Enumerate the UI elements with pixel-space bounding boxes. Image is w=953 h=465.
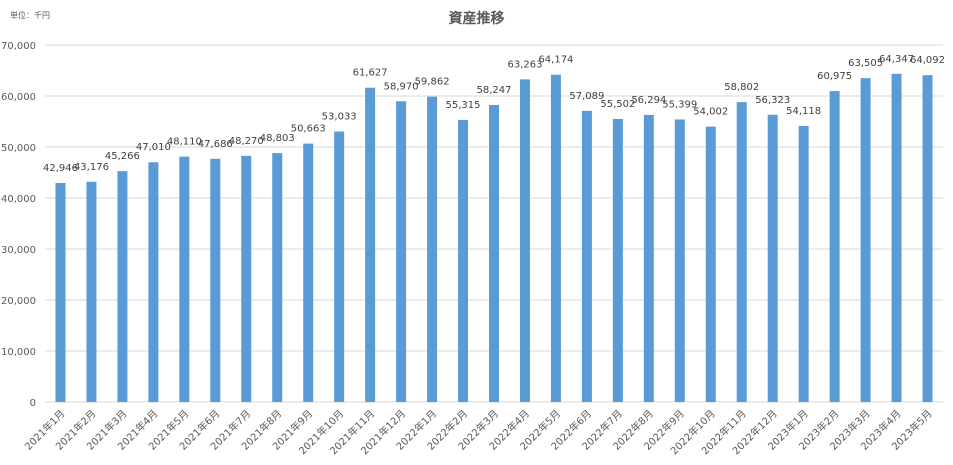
bar bbox=[550, 74, 561, 403]
bar bbox=[117, 171, 128, 402]
data-label: 56,323 bbox=[755, 95, 790, 106]
data-label: 48,803 bbox=[260, 133, 295, 144]
data-label: 53,033 bbox=[322, 112, 357, 123]
bar bbox=[210, 158, 221, 402]
bar bbox=[612, 118, 623, 403]
bar bbox=[643, 114, 654, 402]
bar bbox=[674, 119, 685, 403]
data-label: 47,686 bbox=[198, 139, 233, 150]
data-label: 54,118 bbox=[786, 106, 821, 117]
y-tick-label: 50,000 bbox=[1, 143, 36, 154]
bar bbox=[427, 96, 438, 402]
y-tick-label: 20,000 bbox=[1, 296, 36, 307]
data-label: 64,092 bbox=[910, 55, 945, 66]
data-label: 56,294 bbox=[631, 95, 666, 106]
y-tick-label: 60,000 bbox=[1, 92, 36, 103]
y-axis: 0 10,000 20,000 30,000 40,000 50,000 60,000 70,… bbox=[1, 41, 36, 409]
y-tick-label: 10,000 bbox=[1, 347, 36, 358]
data-label: 63,505 bbox=[848, 58, 883, 69]
data-labels: 42,94643,17645,26647,01048,11047,68648,2… bbox=[43, 54, 945, 174]
bar bbox=[922, 75, 933, 402]
bar bbox=[303, 143, 314, 402]
data-label: 43,176 bbox=[74, 162, 109, 173]
data-label: 42,946 bbox=[43, 163, 78, 174]
data-label: 55,502 bbox=[600, 99, 635, 110]
bar bbox=[891, 73, 902, 403]
data-label: 64,174 bbox=[538, 55, 573, 66]
bar bbox=[705, 126, 716, 403]
bar bbox=[55, 182, 66, 402]
bar bbox=[396, 101, 407, 403]
data-label: 54,002 bbox=[693, 107, 728, 118]
bar bbox=[489, 104, 499, 402]
bar bbox=[860, 78, 871, 402]
bar bbox=[334, 131, 345, 403]
data-label: 63,263 bbox=[507, 59, 542, 70]
chart-title: 資産推移 bbox=[448, 11, 505, 27]
bar bbox=[798, 125, 809, 402]
data-label: 58,247 bbox=[477, 85, 512, 96]
bar bbox=[767, 114, 778, 403]
bar bbox=[829, 91, 840, 402]
bar bbox=[179, 156, 190, 402]
y-tick-label: 70,000 bbox=[1, 41, 36, 52]
y-tick-label: 0 bbox=[30, 398, 36, 409]
data-label: 57,089 bbox=[569, 91, 604, 102]
data-label: 50,663 bbox=[291, 124, 326, 135]
bar bbox=[86, 181, 97, 402]
bar bbox=[241, 155, 252, 402]
bars bbox=[55, 73, 933, 403]
y-tick-label: 30,000 bbox=[1, 245, 36, 256]
data-label: 58,802 bbox=[724, 82, 759, 93]
data-label: 48,110 bbox=[167, 137, 202, 148]
bar bbox=[148, 162, 159, 402]
bar bbox=[458, 119, 469, 403]
x-axis: 2021年1月2021年2月2021年3月2021年4月2021年5月2021年… bbox=[22, 407, 935, 457]
data-label: 55,315 bbox=[446, 100, 481, 111]
data-label: 55,399 bbox=[662, 99, 697, 110]
bar bbox=[365, 87, 376, 402]
data-label: 58,970 bbox=[384, 81, 419, 92]
bar bbox=[736, 102, 747, 402]
data-label: 61,627 bbox=[353, 68, 388, 79]
bar bbox=[519, 79, 530, 402]
bar bbox=[272, 153, 283, 402]
unit-label: 単位：千円 bbox=[10, 11, 50, 20]
data-label: 48,270 bbox=[229, 136, 264, 147]
data-label: 64,347 bbox=[879, 54, 914, 65]
data-label: 45,266 bbox=[105, 151, 140, 162]
data-label: 59,862 bbox=[415, 77, 450, 88]
y-tick-label: 40,000 bbox=[1, 194, 36, 205]
data-label: 60,975 bbox=[817, 71, 852, 82]
data-label: 47,010 bbox=[136, 142, 171, 153]
bar bbox=[581, 110, 592, 402]
